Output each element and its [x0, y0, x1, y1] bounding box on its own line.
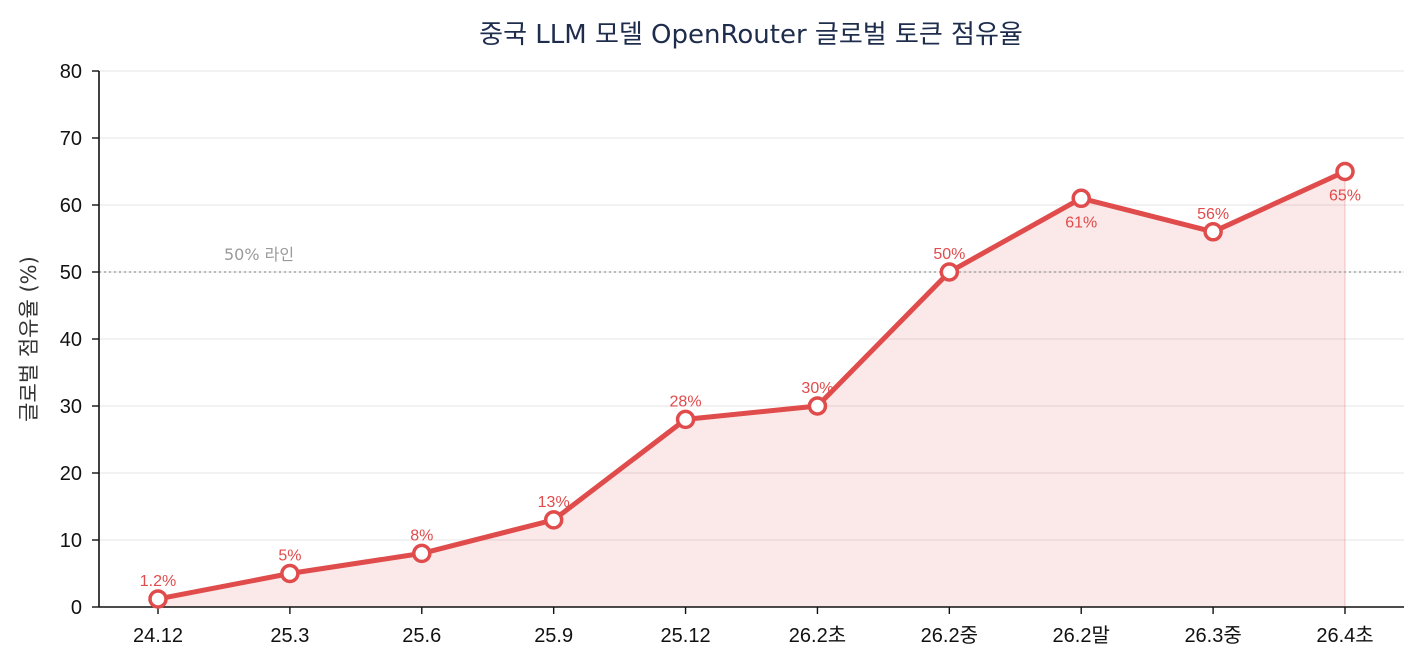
- series-area-fill: [158, 171, 1345, 607]
- data-point-4: [675, 409, 696, 430]
- data-point-8: [1203, 222, 1223, 242]
- data-point-6: [939, 262, 960, 282]
- x-tick-label: 25.9: [534, 625, 573, 647]
- y-tick-label: 50: [60, 262, 82, 284]
- data-label-4: 28%: [670, 393, 702, 410]
- reference-line-label: 50% 라인: [224, 245, 294, 264]
- y-tick-label: 70: [60, 128, 82, 150]
- x-tick-label: 26.2초: [789, 625, 846, 647]
- y-tick-label: 10: [60, 530, 82, 552]
- data-point-1: [280, 563, 300, 584]
- data-label-2: 8%: [410, 527, 433, 544]
- x-tick-label: 25.12: [661, 625, 711, 647]
- x-tick-label: 26.3중: [1184, 625, 1241, 647]
- data-point-7: [1071, 188, 1091, 209]
- x-tick-label: 25.3: [270, 625, 309, 647]
- data-label-5: 30%: [801, 380, 833, 397]
- data-labels: 1.2% 5% 8% 13% 28% 30% 50% 61% 56% 65%: [140, 188, 1361, 590]
- data-label-7: 61%: [1065, 214, 1097, 231]
- y-tick-label: 0: [71, 597, 82, 619]
- y-tick-label: 80: [60, 61, 82, 83]
- series-line: [155, 169, 1348, 602]
- y-tick-label: 20: [60, 463, 82, 485]
- area-fill-layer: [158, 171, 1346, 607]
- data-label-1: 5%: [278, 548, 301, 565]
- series-line-layer: [155, 169, 1348, 602]
- data-label-0: 1.2%: [140, 573, 176, 590]
- x-axis-ticks: 24.12 25.3 25.6 25.9 25.12 26.2초 26.2중 26.2말 26.…: [133, 607, 1374, 647]
- y-tick-label: 30: [60, 396, 82, 418]
- data-point-2: [412, 543, 432, 564]
- data-point-3: [543, 510, 564, 530]
- data-point-9: [1335, 161, 1355, 182]
- x-tick-label: 26.4초: [1316, 625, 1373, 647]
- y-axis-label: 글로벌 점유율 (%): [17, 256, 41, 422]
- data-points: [148, 161, 1355, 609]
- reference-line-group: 50% 라인: [99, 245, 1404, 273]
- data-point-5: [807, 396, 828, 416]
- x-tick-label: 26.2중: [921, 625, 978, 647]
- y-tick-label: 60: [60, 195, 82, 217]
- x-tick-label: 26.2말: [1053, 624, 1110, 647]
- y-tick-label: 40: [60, 329, 82, 351]
- data-label-8: 56%: [1197, 206, 1229, 223]
- data-label-3: 13%: [538, 494, 570, 511]
- data-label-6: 50%: [933, 246, 965, 263]
- data-point-0: [148, 589, 168, 609]
- chart-title: 중국 LLM 모델 OpenRouter 글로벌 토큰 점유율: [479, 20, 1023, 50]
- y-axis-ticks: 0 10 20 30 40 50 60 70 80: [60, 61, 99, 619]
- data-label-9: 65%: [1329, 188, 1361, 205]
- x-tick-label: 24.12: [133, 625, 183, 647]
- x-tick-label: 25.6: [402, 625, 441, 647]
- grid-lines: [99, 70, 1404, 541]
